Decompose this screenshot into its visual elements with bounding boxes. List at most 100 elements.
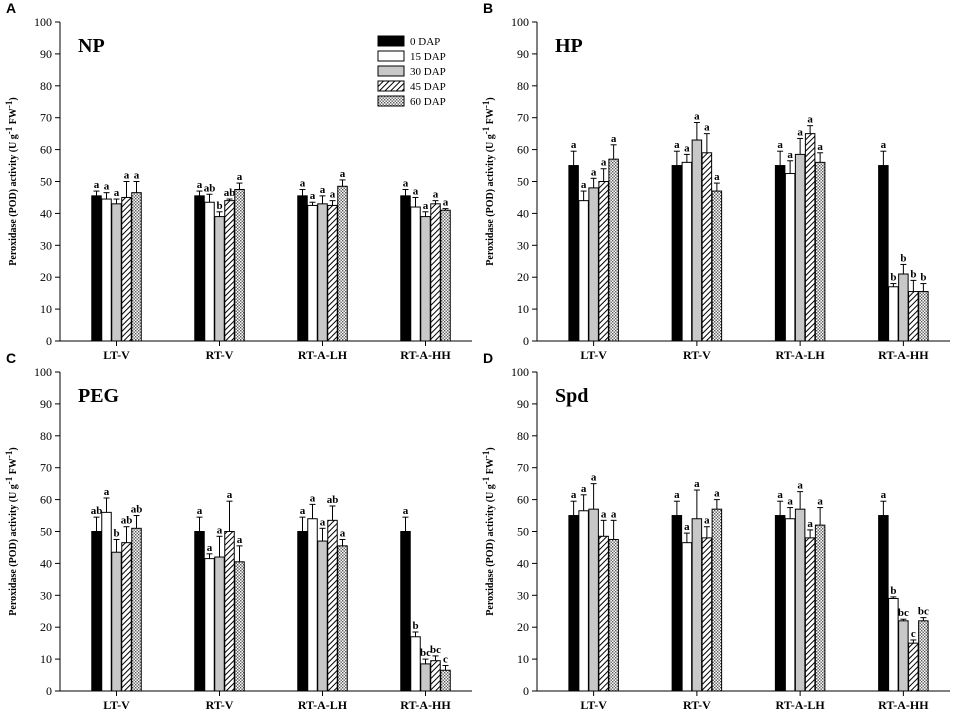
- significance-letter: a: [134, 170, 140, 182]
- bar: [234, 561, 245, 692]
- bar: [420, 663, 431, 692]
- category-label: LT-V: [103, 348, 130, 362]
- y-axis-label-part: ): [8, 447, 19, 450]
- significance-letter: a: [237, 171, 243, 183]
- panel-label: A: [6, 0, 16, 16]
- bar: [297, 531, 308, 692]
- bar: [711, 190, 723, 342]
- bar: [908, 642, 919, 692]
- y-tick-label: 80: [517, 79, 529, 93]
- y-axis-label-part: -1: [481, 126, 491, 134]
- category-label: LT-V: [580, 348, 607, 362]
- y-tick-label: 0: [523, 334, 529, 348]
- significance-letter: a: [340, 168, 346, 180]
- y-tick-label: 20: [40, 270, 52, 284]
- bar: [568, 515, 579, 692]
- y-tick-label: 40: [40, 206, 52, 220]
- significance-letter: a: [777, 489, 783, 501]
- y-axis-label-part: FW: [8, 458, 19, 477]
- bar: [598, 535, 609, 692]
- bar: [224, 531, 235, 692]
- bar: [430, 660, 441, 692]
- legend-swatch: [377, 95, 405, 107]
- y-axis-label-part: -1: [481, 450, 491, 458]
- bar: [337, 545, 348, 692]
- y-tick-label: 80: [40, 429, 52, 443]
- y-tick-label: 20: [40, 620, 52, 634]
- legend-swatch: [377, 35, 405, 47]
- bar: [804, 133, 816, 342]
- y-tick-label: 20: [517, 270, 529, 284]
- significance-letter: a: [674, 139, 680, 151]
- y-tick-label: 90: [40, 397, 52, 411]
- y-tick-label: 80: [517, 429, 529, 443]
- y-tick-label: 60: [517, 143, 529, 157]
- bar: [784, 173, 796, 342]
- bar: [400, 531, 411, 692]
- significance-letter: a: [433, 189, 439, 201]
- significance-letter: a: [611, 133, 617, 145]
- significance-letter: a: [423, 200, 429, 212]
- significance-letter: a: [601, 157, 607, 169]
- bar: [317, 203, 328, 342]
- significance-letter: a: [443, 197, 449, 209]
- y-tick-label: 30: [40, 588, 52, 602]
- significance-letter: a: [104, 181, 110, 193]
- significance-letter: a: [114, 187, 120, 199]
- bar: [814, 161, 826, 342]
- significance-letter: ab: [327, 494, 339, 506]
- legend-label: 30 DAP: [410, 66, 446, 78]
- bar: [91, 531, 102, 692]
- bar: [701, 537, 713, 692]
- bar: [898, 273, 909, 342]
- bar: [784, 518, 796, 692]
- significance-letter: a: [571, 489, 577, 501]
- category-label: RT-A-LH: [776, 698, 826, 712]
- significance-letter: bc: [898, 607, 909, 619]
- panel-label: B: [483, 0, 493, 16]
- y-tick-label: 100: [34, 15, 52, 29]
- significance-letter: bc: [918, 606, 929, 618]
- y-tick-label: 50: [517, 525, 529, 539]
- significance-letter: a: [807, 518, 813, 530]
- significance-letter: a: [684, 521, 690, 533]
- panel-title: PEG: [78, 385, 120, 407]
- y-axis-label: Peroxidase (POD) activity (U g-1 FW-1): [4, 97, 19, 265]
- bar: [588, 187, 599, 342]
- bar: [918, 291, 929, 342]
- bar: [774, 515, 786, 692]
- y-tick-label: 10: [40, 302, 52, 316]
- panel-d: D 0 10 20 30 40 50 60 70 80 90 100 Peroxidase (POD) …: [481, 350, 950, 712]
- significance-letter: a: [817, 141, 823, 153]
- significance-letter: a: [94, 179, 100, 191]
- bar: [121, 196, 132, 342]
- significance-letter: a: [797, 126, 803, 138]
- significance-letter: a: [320, 516, 326, 528]
- y-axis-label: Peroxidase (POD) activity (U g-1 FW-1): [4, 447, 19, 615]
- bar: [671, 515, 683, 692]
- bar: [598, 181, 609, 342]
- panel-b: B 0 10 20 30 40 50 60 70 80 90 100 Peroxidase (POD) …: [481, 0, 950, 362]
- bar: [224, 200, 235, 342]
- significance-letter: b: [890, 272, 896, 284]
- category-label: RT-A-HH: [400, 348, 451, 362]
- y-tick-label: 90: [517, 397, 529, 411]
- category-label: RT-V: [683, 698, 711, 712]
- bar: [608, 158, 619, 342]
- y-tick-label: 40: [40, 556, 52, 570]
- y-tick-label: 100: [511, 365, 529, 379]
- significance-letter: b: [910, 268, 916, 280]
- significance-letter: a: [777, 139, 783, 151]
- bar: [420, 216, 431, 342]
- category-label: RT-A-HH: [400, 698, 451, 712]
- bar: [888, 597, 899, 692]
- bar: [681, 542, 693, 692]
- y-axis-label-part: ): [485, 97, 496, 100]
- significance-letter: a: [601, 508, 607, 520]
- significance-letter: a: [571, 139, 577, 151]
- bar: [91, 195, 102, 342]
- bar: [214, 556, 225, 692]
- y-tick-label: 70: [40, 461, 52, 475]
- significance-letter: a: [581, 179, 587, 191]
- category-label: RT-A-LH: [776, 348, 826, 362]
